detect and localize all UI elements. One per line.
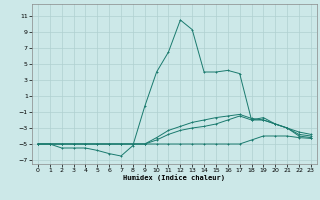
- X-axis label: Humidex (Indice chaleur): Humidex (Indice chaleur): [124, 175, 225, 181]
